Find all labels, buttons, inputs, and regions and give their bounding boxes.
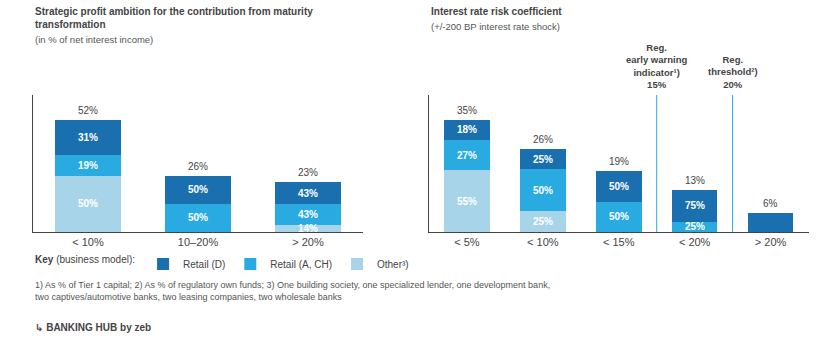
svg-text:Interest rate risk coefficient: Interest rate risk coefficient — [431, 6, 562, 17]
svg-text:< 5%: < 5% — [454, 236, 480, 248]
svg-text:18%: 18% — [457, 124, 477, 135]
svg-text:Strategic profit ambition for: Strategic profit ambition for the contri… — [35, 6, 313, 30]
svg-text:< 20%: < 20% — [679, 236, 711, 248]
svg-text:25%: 25% — [533, 154, 553, 165]
svg-text:50%: 50% — [609, 181, 629, 192]
svg-text:(+/-200 BP interest rate shock: (+/-200 BP interest rate shock) — [431, 21, 560, 32]
svg-text:14%: 14% — [298, 223, 318, 234]
svg-text:10–20%: 10–20% — [178, 236, 219, 248]
svg-text:23%: 23% — [298, 167, 318, 178]
svg-text:↳ BANKING HUB by zeb: ↳ BANKING HUB by zeb — [35, 322, 151, 333]
svg-text:19%: 19% — [78, 160, 98, 171]
svg-text:50%: 50% — [609, 211, 629, 222]
svg-text:35%: 35% — [457, 105, 477, 116]
svg-text:13%: 13% — [685, 175, 705, 186]
svg-text:26%: 26% — [533, 134, 553, 145]
svg-text:25%: 25% — [685, 221, 705, 232]
svg-text:52%: 52% — [78, 105, 98, 116]
svg-text:6%: 6% — [763, 198, 778, 209]
svg-text:Retail (D): Retail (D) — [183, 259, 225, 270]
svg-text:50%: 50% — [78, 198, 98, 209]
svg-text:Reg.threshold²)20%: Reg.threshold²)20% — [708, 54, 758, 90]
svg-text:43%: 43% — [298, 209, 318, 220]
svg-text:31%: 31% — [78, 132, 98, 143]
svg-text:Other³): Other³) — [377, 259, 409, 270]
svg-text:> 20%: > 20% — [755, 236, 787, 248]
svg-text:> 20%: > 20% — [292, 236, 324, 248]
svg-text:Retail (A, CH): Retail (A, CH) — [270, 259, 332, 270]
svg-text:55%: 55% — [457, 196, 477, 207]
svg-text:27%: 27% — [457, 150, 477, 161]
svg-text:50%: 50% — [533, 185, 553, 196]
svg-text:25%: 25% — [533, 216, 553, 227]
svg-text:19%: 19% — [609, 156, 629, 167]
svg-text:Reg.early warningindicator¹)15: Reg.early warningindicator¹)15% — [626, 42, 687, 90]
svg-text:75%: 75% — [685, 200, 705, 211]
svg-text:Key (business model):: Key (business model): — [35, 254, 135, 265]
svg-text:50%: 50% — [188, 184, 208, 195]
svg-text:< 10%: < 10% — [72, 236, 104, 248]
svg-text:43%: 43% — [298, 188, 318, 199]
svg-text:(in % of net interest income): (in % of net interest income) — [35, 34, 153, 45]
svg-text:< 15%: < 15% — [603, 236, 635, 248]
svg-text:50%: 50% — [188, 212, 208, 223]
svg-text:26%: 26% — [188, 161, 208, 172]
svg-text:1) As % of Tier 1 capital; 2): 1) As % of Tier 1 capital; 2) As % of re… — [35, 280, 550, 302]
svg-text:< 10%: < 10% — [527, 236, 559, 248]
